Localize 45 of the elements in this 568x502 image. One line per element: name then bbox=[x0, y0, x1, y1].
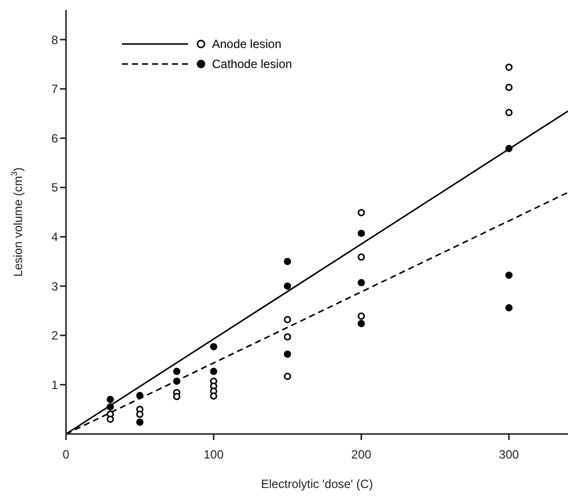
point bbox=[136, 410, 144, 418]
point bbox=[136, 392, 144, 400]
point bbox=[284, 333, 292, 340]
legend-label: Anode lesion bbox=[212, 37, 282, 51]
x-axis-title: Electrolytic 'dose' (C) bbox=[261, 477, 373, 491]
point bbox=[284, 316, 292, 324]
point bbox=[505, 64, 513, 71]
point bbox=[358, 209, 365, 216]
point bbox=[173, 368, 180, 376]
x-tick-label: 100 bbox=[204, 448, 224, 462]
y-tick-label: 4 bbox=[51, 230, 58, 244]
point bbox=[358, 312, 365, 320]
point bbox=[106, 403, 114, 411]
point bbox=[284, 282, 292, 290]
point bbox=[284, 258, 292, 266]
y-tick-label: 2 bbox=[51, 328, 58, 343]
point bbox=[358, 253, 365, 261]
legend-label: Cathode lesion bbox=[212, 57, 292, 71]
x-tick-label: 200 bbox=[351, 448, 372, 462]
y-tick-label: 5 bbox=[51, 180, 58, 195]
point bbox=[505, 304, 513, 312]
point bbox=[284, 372, 292, 380]
point bbox=[284, 350, 292, 358]
y-tick-label: 6 bbox=[51, 131, 58, 146]
y-tick-label: 8 bbox=[51, 32, 58, 47]
point bbox=[106, 396, 114, 404]
point bbox=[136, 418, 144, 426]
point bbox=[173, 392, 180, 400]
point bbox=[210, 368, 218, 376]
point bbox=[505, 108, 513, 116]
y-tick-label: 1 bbox=[51, 378, 58, 392]
point bbox=[505, 84, 513, 92]
y-tick-label: 3 bbox=[51, 279, 58, 294]
point bbox=[358, 320, 365, 328]
point bbox=[358, 230, 365, 237]
point bbox=[173, 378, 180, 385]
x-tick-label: 0 bbox=[62, 448, 70, 462]
point bbox=[106, 416, 114, 423]
point bbox=[210, 392, 218, 400]
point bbox=[505, 272, 513, 279]
point bbox=[358, 279, 365, 286]
point bbox=[210, 343, 218, 350]
point bbox=[505, 144, 513, 152]
x-tick-label: 300 bbox=[498, 448, 520, 462]
y-tick-label: 7 bbox=[51, 82, 58, 96]
